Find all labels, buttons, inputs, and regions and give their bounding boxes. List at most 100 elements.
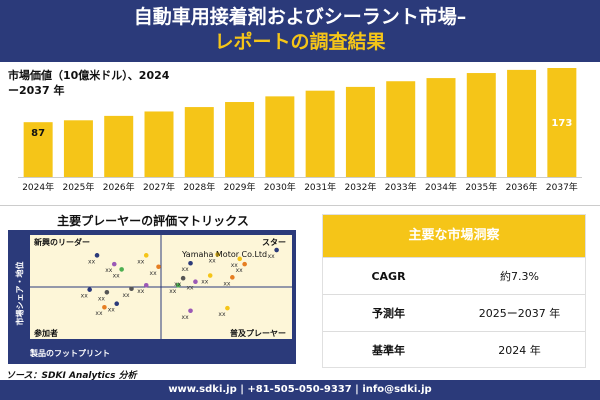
matrix-point-label: xx [174, 281, 182, 288]
bar-3 [144, 111, 174, 177]
matrix-point-label: xx [81, 293, 89, 300]
matrix-point-label: xx [201, 279, 209, 286]
matrix-point-6 [156, 264, 161, 270]
matrix-point-12 [129, 286, 134, 292]
matrix-point-label: xx [88, 258, 96, 265]
bar-13 [547, 68, 577, 177]
stat-label: 予測年 [372, 307, 405, 320]
stat-value: 2024 年 [498, 344, 541, 357]
matrix-point-label: xx [137, 288, 145, 295]
matrix-point-8 [237, 256, 243, 262]
matrix-point-label: xx [209, 257, 217, 264]
bar-0 [23, 122, 53, 177]
matrix-point-22 [225, 305, 230, 311]
matrix-point-3 [274, 247, 279, 253]
bar-5 [225, 102, 255, 177]
matrix-point-label: xx [182, 266, 190, 273]
matrix-point-label: xx [113, 272, 121, 279]
market-insights-panel: 主要な市場洞察 CAGR 約7.3% 予測年 2025ー2037 年 基準年 2… [322, 214, 586, 368]
matrix-point-label: xx [223, 280, 231, 287]
x-tick-label: 2031年 [304, 181, 336, 193]
stat-label: CAGR [371, 270, 406, 283]
matrix-point-label: xx [182, 314, 190, 321]
matrix-point-17 [207, 273, 213, 278]
matrix-point-2 [215, 252, 220, 257]
x-tick-label: 2025年 [62, 181, 94, 193]
stat-row-forecast: 予測年 2025ー2037 年 [323, 294, 585, 331]
matrix-point-label: xx [122, 292, 130, 299]
matrix-point-14 [175, 282, 181, 288]
data-label-13: 173 [551, 118, 572, 129]
x-tick-label: 2027年 [143, 181, 175, 193]
stat-value: 2025ー2037 年 [478, 307, 561, 320]
quadrant-bottom-right-label: 普及プレーヤー [230, 329, 286, 338]
highlight-company-label: Yamaha Motor Co.Ltd [182, 250, 268, 259]
matrix-point-20 [102, 304, 107, 310]
matrix-point-label: xx [218, 311, 226, 318]
footer-contact: www.sdki.jp | +81-505-050-9337 | info@sd… [0, 380, 600, 400]
matrix-point-5 [119, 267, 124, 272]
x-tick-label: 2034年 [425, 181, 457, 193]
quadrant-top-right-label: スター [262, 238, 286, 247]
x-tick-label: 2032年 [344, 181, 376, 193]
matrix-point-label: xx [150, 270, 158, 277]
stat-label: 基準年 [372, 344, 405, 357]
quadrant-top-left-label: 新興のリーダー [34, 238, 90, 247]
bar-11 [466, 73, 496, 177]
x-tick-label: 2028年 [183, 181, 215, 193]
matrix-point-19 [114, 301, 120, 307]
matrix-point-21 [188, 308, 193, 314]
insights-header: 主要な市場洞察 [323, 215, 585, 257]
matrix-point-label: xx [95, 310, 103, 317]
title-line-1: 自動車用接着剤およびシーラント市場– [133, 6, 467, 28]
bar-10 [426, 78, 456, 177]
bar-12 [507, 69, 537, 177]
header-banner: 自動車用接着剤およびシーラント市場– レポートの調査結果 [0, 0, 600, 62]
matrix-point-10 [87, 287, 92, 292]
matrix-x-axis-label: 製品のフットプリント [30, 349, 110, 358]
x-tick-label: 2030年 [264, 181, 296, 193]
data-label-0: 87 [31, 128, 45, 139]
title-line-2: レポートの調査結果 [214, 31, 386, 53]
matrix-point-label: xx [231, 262, 239, 269]
bar-6 [265, 96, 295, 177]
bar-1 [63, 120, 93, 177]
matrix-point-0 [94, 253, 100, 258]
x-tick-label: 2024年 [22, 181, 54, 193]
matrix-point-label: xx [268, 253, 276, 260]
section-divider [0, 205, 600, 206]
matrix-point-label: xx [186, 285, 194, 292]
matrix-point-1 [143, 253, 149, 258]
bar-chart: 2024年 2025年 2026年 2027年 2028年 2029年 2030年 2031年… [18, 68, 582, 193]
x-tick-label: 2037年 [546, 181, 578, 193]
stat-value: 約7.3% [500, 270, 539, 283]
x-tick-label: 2035年 [465, 181, 497, 193]
bar-7 [305, 90, 335, 177]
matrix-point-16 [193, 279, 198, 285]
matrix-point-label: xx [137, 258, 145, 265]
x-tick-label: 2036年 [506, 181, 538, 193]
matrix-title: 主要プレーヤーの評価マトリックス [57, 214, 249, 228]
matrix-point-label: xx [169, 288, 177, 295]
bar-9 [386, 81, 416, 177]
matrix-point-4 [111, 261, 117, 267]
quadrant-bottom-left-label: 参加者 [34, 329, 58, 338]
bar-8 [345, 86, 375, 177]
stat-row-base-year: 基準年 2024 年 [323, 331, 585, 368]
matrix-point-label: xx [108, 307, 116, 314]
bar-4 [184, 107, 214, 177]
matrix-point-label: xx [105, 267, 113, 274]
x-tick-label: 2033年 [385, 181, 417, 193]
matrix-point-15 [180, 275, 186, 281]
x-tick-label: 2029年 [224, 181, 256, 193]
chart-ylabel-text: 市場価値（10億米ドル）、2024ー2037 年 [8, 69, 170, 97]
matrix-point-label: xx [236, 267, 244, 274]
stat-row-cagr: CAGR 約7.3% [323, 257, 585, 294]
matrix-point-13 [143, 282, 149, 288]
x-tick-label: 2026年 [103, 181, 135, 193]
bar-2 [104, 115, 134, 177]
source-note: ソース：SDKI Analytics 分析 [6, 371, 137, 381]
matrix-point-9 [242, 261, 247, 267]
matrix-point-label: xx [98, 295, 106, 302]
